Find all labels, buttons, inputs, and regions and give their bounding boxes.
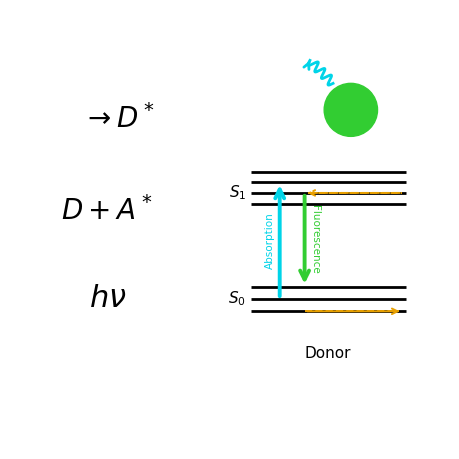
Text: $\rightarrow D^*$: $\rightarrow D^*$ <box>82 104 155 134</box>
Text: $S_1$: $S_1$ <box>229 184 246 202</box>
Text: $S_0$: $S_0$ <box>228 290 246 308</box>
Text: Donor: Donor <box>304 346 351 361</box>
Circle shape <box>324 84 377 136</box>
Text: Fluorescence: Fluorescence <box>309 205 319 274</box>
Text: $D + A^*$: $D + A^*$ <box>61 196 152 225</box>
Text: Absorption: Absorption <box>265 212 275 269</box>
Text: $h\nu$: $h\nu$ <box>90 284 127 314</box>
